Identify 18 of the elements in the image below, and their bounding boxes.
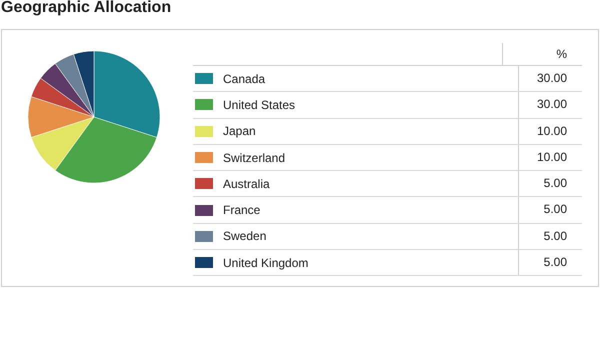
chart-title: Geographic Allocation: [1, 0, 172, 17]
data-label: 5.00: [518, 197, 582, 223]
legend-label: Australia: [223, 176, 270, 191]
data-label: 5.00: [518, 250, 582, 276]
legend-label: Sweden: [223, 229, 266, 244]
data-label: 30.00: [518, 66, 582, 92]
legend-label: France: [223, 203, 260, 218]
legend-title: %: [502, 43, 582, 65]
data-label: 5.00: [518, 171, 582, 196]
data-label: 10.00: [518, 144, 582, 170]
legend-label: United States: [223, 98, 296, 112]
data-label: 10.00: [518, 118, 582, 144]
legend-label: United Kingdom: [223, 256, 308, 270]
legend-label: Japan: [223, 124, 256, 138]
legend-label: Switzerland: [223, 150, 286, 165]
data-label: 5.00: [518, 224, 582, 250]
legend-label: Canada: [223, 72, 266, 86]
data-label: 30.00: [518, 92, 582, 118]
